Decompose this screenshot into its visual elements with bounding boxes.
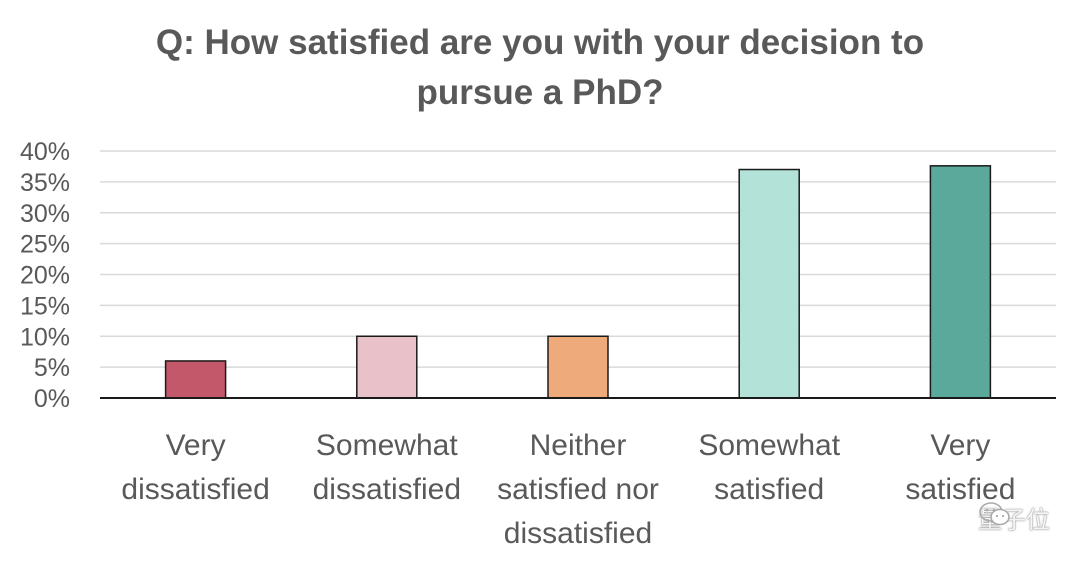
watermark: 量子位: [978, 500, 1050, 535]
x-category-label: satisfied nor: [497, 473, 659, 506]
x-category-label: dissatisfied: [313, 473, 461, 506]
wechat-icon: [979, 502, 1010, 526]
y-tick-label: 15%: [20, 292, 70, 320]
x-category-label: Somewhat: [698, 429, 840, 462]
y-tick-label: 20%: [20, 262, 70, 290]
y-tick-label: 5%: [34, 354, 70, 382]
chart-title: Q: How satisfied are you with your decis…: [0, 18, 1080, 118]
x-category-label: dissatisfied: [121, 473, 269, 506]
bar: [547, 335, 609, 399]
watermark-text: 量子位: [978, 506, 1050, 534]
x-category-label: satisfied: [714, 473, 824, 506]
y-tick-label: 25%: [20, 231, 70, 259]
y-tick-label: 10%: [20, 323, 70, 351]
y-tick-label: 35%: [20, 169, 70, 197]
bar: [356, 335, 418, 399]
y-tick-label: 30%: [20, 200, 70, 228]
bar: [164, 360, 227, 399]
chart-title-line-2: pursue a PhD?: [416, 73, 664, 112]
chart-title-line-1: Q: How satisfied are you with your decis…: [155, 23, 925, 62]
y-tick-label: 40%: [20, 138, 70, 166]
x-category-label: Somewhat: [316, 429, 458, 462]
bar: [738, 168, 800, 399]
x-category-label: Neither: [530, 429, 627, 462]
x-category-label: Very: [930, 429, 990, 462]
x-category-label: dissatisfied: [504, 517, 652, 550]
bar: [929, 165, 992, 399]
y-tick-label: 0%: [34, 385, 70, 413]
x-category-label: satisfied: [905, 473, 1015, 506]
x-category-label: Very: [166, 429, 226, 462]
